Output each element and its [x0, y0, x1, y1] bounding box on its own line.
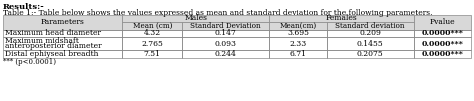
Bar — [269, 37, 327, 50]
Bar — [327, 37, 414, 50]
Bar — [122, 15, 269, 22]
Text: Males: Males — [184, 14, 208, 22]
Bar — [122, 37, 182, 50]
Bar — [182, 37, 269, 50]
Text: 4.32: 4.32 — [144, 29, 161, 37]
Bar — [3, 37, 122, 50]
Text: Females: Females — [326, 14, 357, 22]
Bar — [414, 50, 471, 57]
Bar — [269, 50, 327, 57]
Text: anteroposterior diameter: anteroposterior diameter — [5, 42, 101, 50]
Bar — [122, 50, 182, 57]
Bar — [327, 22, 414, 29]
Text: 0.2075: 0.2075 — [357, 50, 383, 58]
Text: 0.0000***: 0.0000*** — [421, 39, 463, 47]
Text: 6.71: 6.71 — [290, 50, 307, 58]
Bar — [3, 15, 122, 29]
Bar — [414, 29, 471, 37]
Text: Distal ephiyseal breadth: Distal ephiyseal breadth — [5, 50, 99, 58]
Bar — [122, 22, 182, 29]
Bar — [182, 29, 269, 37]
Text: Standard deviation: Standard deviation — [336, 22, 405, 30]
Bar — [3, 29, 122, 37]
Bar — [414, 37, 471, 50]
Bar — [414, 15, 471, 29]
Text: Standard Deviation: Standard Deviation — [191, 22, 261, 30]
Text: 2.765: 2.765 — [141, 39, 164, 47]
Text: Mean (cm): Mean (cm) — [133, 22, 172, 30]
Text: Maximum head diameter: Maximum head diameter — [5, 29, 101, 37]
Text: Results:-: Results:- — [3, 3, 45, 11]
Text: Table 1:- Table below shows the values expressed as mean and standard deviation : Table 1:- Table below shows the values e… — [3, 9, 432, 17]
Text: 0.1455: 0.1455 — [357, 39, 383, 47]
Text: Pvalue: Pvalue — [429, 18, 455, 26]
Bar — [269, 15, 414, 22]
Bar — [3, 50, 122, 57]
Text: 0.093: 0.093 — [215, 39, 237, 47]
Text: Mean(cm): Mean(cm) — [279, 22, 317, 30]
Bar — [327, 50, 414, 57]
Text: 3.695: 3.695 — [287, 29, 309, 37]
Text: Parameters: Parameters — [41, 18, 85, 26]
Text: 0.209: 0.209 — [359, 29, 381, 37]
Bar — [182, 50, 269, 57]
Text: 0.244: 0.244 — [215, 50, 237, 58]
Text: *** (p<0.0001): *** (p<0.0001) — [3, 58, 56, 66]
Text: 0.147: 0.147 — [215, 29, 237, 37]
Bar — [269, 22, 327, 29]
Bar — [182, 22, 269, 29]
Text: Maximum midshaft: Maximum midshaft — [5, 37, 79, 45]
Bar — [269, 29, 327, 37]
Text: 7.51: 7.51 — [144, 50, 161, 58]
Text: 2.33: 2.33 — [289, 39, 307, 47]
Text: 0.0000***: 0.0000*** — [421, 50, 463, 58]
Bar — [327, 29, 414, 37]
Bar — [122, 29, 182, 37]
Text: 0.0000***: 0.0000*** — [421, 29, 463, 37]
